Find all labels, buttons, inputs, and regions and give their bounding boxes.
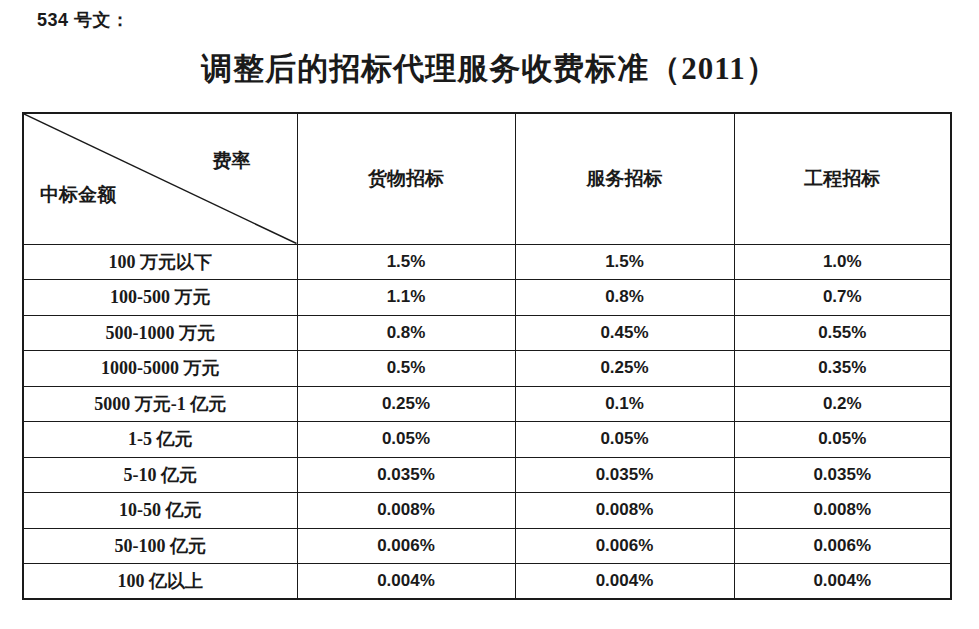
cell-value: 0.035% bbox=[515, 457, 734, 493]
row-label: 100-500 万元 bbox=[23, 280, 297, 316]
cell-value: 0.004% bbox=[734, 564, 951, 600]
row-label: 1000-5000 万元 bbox=[23, 351, 297, 387]
row-label: 1-5 亿元 bbox=[23, 422, 297, 458]
table-row: 100 亿以上 0.004% 0.004% 0.004% bbox=[23, 564, 951, 600]
cell-value: 0.008% bbox=[734, 493, 951, 529]
table-row: 10-50 亿元 0.008% 0.008% 0.008% bbox=[23, 493, 951, 529]
table-row: 100-500 万元 1.1% 0.8% 0.7% bbox=[23, 280, 951, 316]
row-label: 5000 万元-1 亿元 bbox=[23, 386, 297, 422]
cell-value: 0.45% bbox=[515, 315, 734, 351]
corner-label-rate: 费率 bbox=[213, 148, 251, 174]
row-label: 5-10 亿元 bbox=[23, 457, 297, 493]
cell-value: 1.5% bbox=[515, 244, 734, 280]
cell-value: 0.008% bbox=[297, 493, 515, 529]
fee-table: 费率 中标金额 货物招标 服务招标 工程招标 100 万元以下 1.5% 1.5… bbox=[22, 112, 952, 600]
column-header-goods: 货物招标 bbox=[297, 113, 515, 244]
cell-value: 0.05% bbox=[297, 422, 515, 458]
cell-value: 0.7% bbox=[734, 280, 951, 316]
cell-value: 0.35% bbox=[734, 351, 951, 387]
column-header-services: 服务招标 bbox=[515, 113, 734, 244]
table-row: 1-5 亿元 0.05% 0.05% 0.05% bbox=[23, 422, 951, 458]
table-row: 50-100 亿元 0.006% 0.006% 0.006% bbox=[23, 528, 951, 564]
cell-value: 0.25% bbox=[515, 351, 734, 387]
table-row: 100 万元以下 1.5% 1.5% 1.0% bbox=[23, 244, 951, 280]
row-label: 50-100 亿元 bbox=[23, 528, 297, 564]
cell-value: 0.25% bbox=[297, 386, 515, 422]
cell-value: 0.004% bbox=[515, 564, 734, 600]
cell-value: 0.006% bbox=[734, 528, 951, 564]
cell-value: 0.035% bbox=[297, 457, 515, 493]
table-row: 500-1000 万元 0.8% 0.45% 0.55% bbox=[23, 315, 951, 351]
cell-value: 0.2% bbox=[734, 386, 951, 422]
cell-value: 0.8% bbox=[515, 280, 734, 316]
row-label: 100 万元以下 bbox=[23, 244, 297, 280]
cell-value: 0.05% bbox=[515, 422, 734, 458]
page-title: 调整后的招标代理服务收费标准（2011） bbox=[0, 48, 979, 90]
doc-number: 534 号文： bbox=[37, 8, 130, 32]
cell-value: 1.1% bbox=[297, 280, 515, 316]
cell-value: 0.5% bbox=[297, 351, 515, 387]
document-page: 534 号文： 调整后的招标代理服务收费标准（2011） 费率 中标金额 货物招… bbox=[0, 0, 979, 629]
table-corner-cell: 费率 中标金额 bbox=[23, 113, 297, 244]
column-header-engineering: 工程招标 bbox=[734, 113, 951, 244]
cell-value: 0.05% bbox=[734, 422, 951, 458]
cell-value: 0.004% bbox=[297, 564, 515, 600]
cell-value: 0.1% bbox=[515, 386, 734, 422]
cell-value: 0.008% bbox=[515, 493, 734, 529]
row-label: 500-1000 万元 bbox=[23, 315, 297, 351]
cell-value: 0.006% bbox=[515, 528, 734, 564]
table-row: 5000 万元-1 亿元 0.25% 0.1% 0.2% bbox=[23, 386, 951, 422]
table-row: 1000-5000 万元 0.5% 0.25% 0.35% bbox=[23, 351, 951, 387]
corner-label-amount: 中标金额 bbox=[40, 182, 116, 208]
table-header-row: 费率 中标金额 货物招标 服务招标 工程招标 bbox=[23, 113, 951, 244]
cell-value: 0.8% bbox=[297, 315, 515, 351]
cell-value: 0.035% bbox=[734, 457, 951, 493]
cell-value: 0.006% bbox=[297, 528, 515, 564]
diagonal-divider-line bbox=[24, 114, 297, 244]
cell-value: 1.0% bbox=[734, 244, 951, 280]
table-row: 5-10 亿元 0.035% 0.035% 0.035% bbox=[23, 457, 951, 493]
cell-value: 0.55% bbox=[734, 315, 951, 351]
row-label: 10-50 亿元 bbox=[23, 493, 297, 529]
cell-value: 1.5% bbox=[297, 244, 515, 280]
row-label: 100 亿以上 bbox=[23, 564, 297, 600]
